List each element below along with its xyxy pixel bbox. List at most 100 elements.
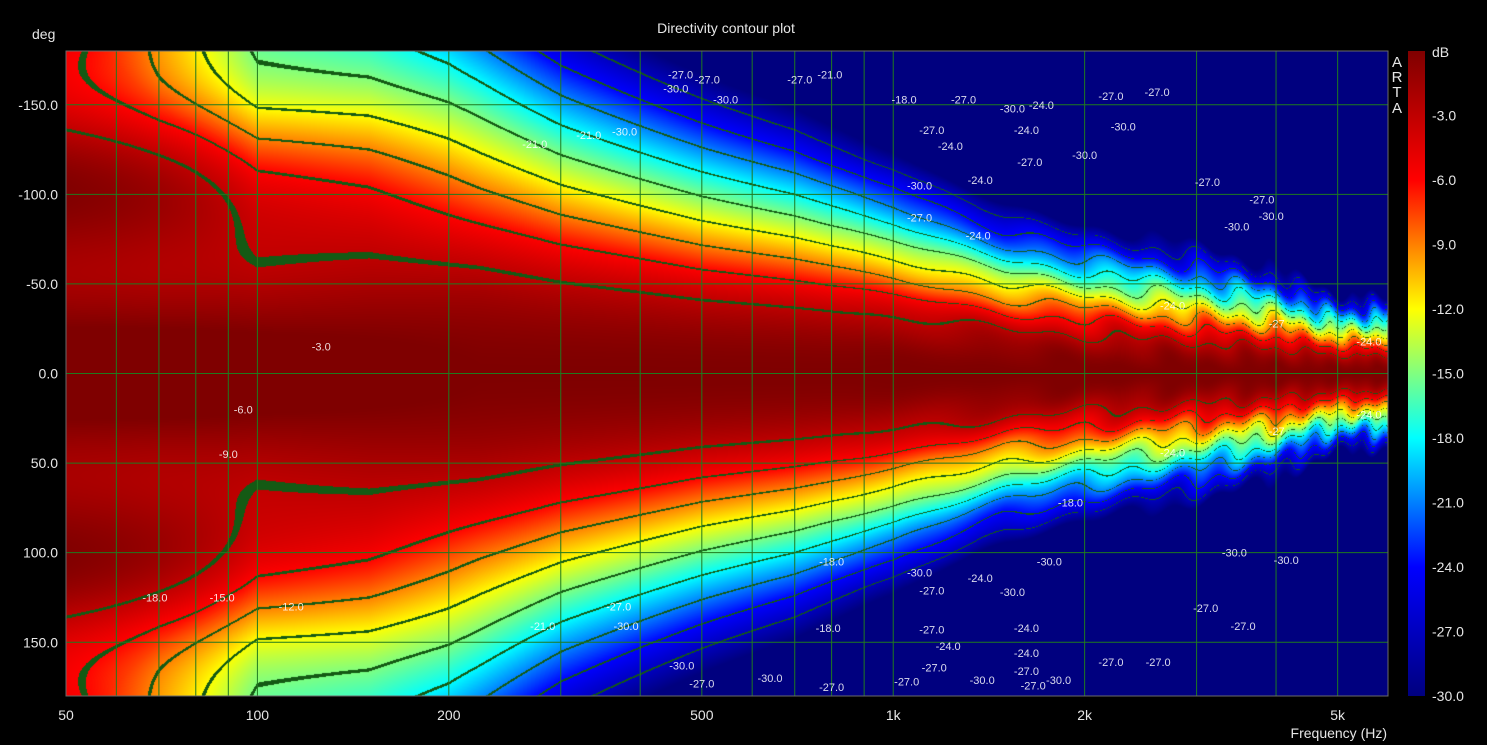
y-tick-label: -50.0 (26, 276, 58, 292)
contour-label: -27.0 (1231, 621, 1256, 633)
y-tick-label: -150.0 (18, 97, 58, 113)
colorbar (1408, 51, 1425, 696)
watermark-letter: R (1392, 69, 1403, 86)
watermark-letter: A (1392, 54, 1402, 71)
contour-label: -3.0 (312, 342, 331, 354)
contour-label: -30.0 (1111, 121, 1136, 133)
contour-label: -30.0 (713, 94, 738, 106)
contour-label: -21.0 (817, 69, 842, 81)
contour-label: -24.0 (1014, 648, 1039, 660)
contour-label: -27.0 (695, 75, 720, 87)
x-tick-label: 1k (886, 707, 902, 723)
contour-label: -27.0 (1249, 195, 1274, 207)
contour-label: -27.0 (1014, 666, 1039, 678)
contour-labels: -3.0 -6.0 -9.0 -18.0 -15.0 -12.0 -21.0 -21.0 -30… (142, 69, 1381, 694)
contour-label: -30.0 (1072, 150, 1097, 162)
y-tick-label: -100.0 (18, 186, 58, 202)
x-tick-label: 5k (1330, 707, 1346, 723)
x-tick-label: 200 (437, 707, 461, 723)
colorbar-tick-label: -30.0 (1432, 688, 1464, 704)
contour-label: -30.0 (663, 84, 688, 96)
contour-label: -27.0 (668, 69, 693, 81)
contour-label: -27 (1269, 318, 1285, 330)
contour-label: -30.0 (907, 180, 932, 192)
contour-label: -24.0 (938, 141, 963, 153)
contour-label: -30.0 (757, 673, 782, 685)
contour-label: -30.0 (1224, 222, 1249, 234)
y-axis-label: deg (32, 26, 55, 42)
y-tick-label: 100.0 (23, 545, 58, 561)
contour-label: -15.0 (210, 592, 235, 604)
plot-frame (65, 50, 1389, 697)
contour-label: -27.0 (919, 585, 944, 597)
contour-label: -30.0 (614, 621, 639, 633)
x-axis-ticks: 50 100 200 500 1k 2k 5k (58, 707, 1346, 723)
contour-label: -30.0 (970, 675, 995, 687)
contour-label: -27.0 (1195, 177, 1220, 189)
contour-label: -24.0 (1356, 410, 1381, 422)
contour-label: -27.0 (787, 75, 812, 87)
watermark-letter: A (1392, 100, 1402, 117)
x-tick-label: 100 (246, 707, 270, 723)
contour-label: -27.0 (894, 677, 919, 689)
contour-label: -30.0 (1037, 557, 1062, 569)
colorbar-tick-label: -21.0 (1432, 495, 1464, 511)
contour-label: -30.0 (1046, 675, 1071, 687)
contour-label: -27 (1269, 426, 1285, 438)
contour-label: -18.0 (892, 94, 917, 106)
contour-label: -27.0 (1146, 657, 1171, 669)
contour-label: -21.0 (576, 130, 601, 142)
contour-label: -18.0 (819, 557, 844, 569)
y-tick-label: 150.0 (23, 634, 58, 650)
contour-label: -12.0 (279, 601, 304, 613)
contour-label: -30.0 (1222, 548, 1247, 560)
contour-label: -27.0 (606, 601, 631, 613)
contour-label: -24.0 (968, 175, 993, 187)
contour-label: -21.0 (522, 139, 547, 151)
contour-label: -18.0 (142, 592, 167, 604)
colorbar-tick-label: -6.0 (1432, 172, 1456, 188)
contour-label: -6.0 (234, 404, 253, 416)
colorbar-tick-label: -24.0 (1432, 559, 1464, 575)
contour-label: -27.0 (919, 125, 944, 137)
y-tick-label: 50.0 (31, 455, 58, 471)
colorbar-tick-label: -27.0 (1432, 624, 1464, 640)
x-tick-label: 500 (690, 707, 714, 723)
x-tick-label: 2k (1077, 707, 1093, 723)
contour-label: -30.0 (1274, 555, 1299, 567)
x-tick-label: 50 (58, 707, 74, 723)
contour-label: -24.0 (1160, 300, 1185, 312)
arta-watermark: A R T A (1392, 54, 1403, 117)
contour-label: -27.0 (1145, 87, 1170, 99)
contour-label: -27.0 (1193, 603, 1218, 615)
chart-title: Directivity contour plot (657, 20, 795, 36)
contour-label: -9.0 (219, 449, 238, 461)
watermark-letter: T (1392, 84, 1401, 101)
contour-label: -27.0 (951, 94, 976, 106)
contour-label: -30.0 (1000, 587, 1025, 599)
contour-label: -30.0 (612, 127, 637, 139)
contour-label: -18.0 (1058, 498, 1083, 510)
contour-label: -30.0 (1259, 211, 1284, 223)
colorbar-ticks: -3.0 -6.0 -9.0 -12.0 -15.0 -18.0 -21.0 -24.0 -27… (1432, 108, 1464, 705)
contour-label: -27.0 (1021, 680, 1046, 692)
contour-label: -18.0 (816, 623, 841, 635)
contour-label: -24.0 (1014, 125, 1039, 137)
contour-label: -24.0 (936, 641, 961, 653)
contour-label: -24.0 (966, 231, 991, 243)
colorbar-tick-label: -3.0 (1432, 108, 1456, 124)
contour-label: -24.0 (1029, 100, 1054, 112)
colorbar-tick-label: -15.0 (1432, 366, 1464, 382)
contour-label: -30.0 (907, 567, 932, 579)
colorbar-tick-label: -18.0 (1432, 430, 1464, 446)
colorbar-tick-label: -12.0 (1432, 301, 1464, 317)
y-axis-ticks: -150.0 -100.0 -50.0 0.0 50.0 100.0 150.0 (18, 97, 58, 651)
contour-label: -24.0 (1014, 623, 1039, 635)
contour-label: -24.0 (1356, 336, 1381, 348)
contour-label: -27.0 (907, 213, 932, 225)
contour-label: -27.0 (689, 678, 714, 690)
x-axis-label: Frequency (Hz) (1291, 725, 1387, 741)
contour-label: -30.0 (1000, 103, 1025, 115)
contour-label: -27.0 (1098, 657, 1123, 669)
